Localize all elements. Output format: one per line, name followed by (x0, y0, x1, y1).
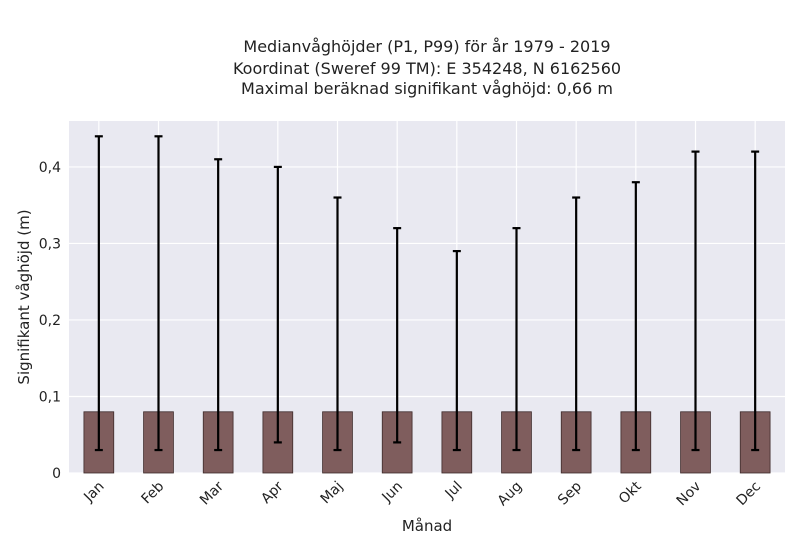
error-bar-jan (94, 135, 103, 452)
x-tick-label: Jan (80, 479, 107, 506)
chart-title-line-1: Medianvåghöjder (P1, P99) för år 1979 - … (243, 37, 610, 56)
x-tick-label: Apr (258, 478, 287, 507)
x-tick-label: Feb (138, 478, 167, 507)
x-tick-label: Jun (379, 479, 406, 506)
error-bar-aug (512, 227, 521, 452)
plot-area (69, 121, 785, 473)
y-tick-label: 0 (52, 466, 61, 482)
y-tick-label: 0,1 (39, 389, 61, 405)
x-tick-label: Dec (734, 479, 764, 509)
y-tick-label: 0,3 (39, 236, 61, 252)
y-axis-label: Signifikant våghöjd (m) (15, 209, 33, 384)
x-tick-label: Okt (616, 478, 645, 507)
x-ticks: Jan Feb Mar Apr Maj Jun Jul Aug Sep Okt Nov Dec (80, 478, 764, 509)
error-bar-jul (452, 249, 461, 452)
x-tick-label: Nov (674, 479, 705, 510)
error-bar-maj (333, 196, 342, 452)
error-bar-feb (154, 135, 163, 452)
error-bar-mar (214, 158, 223, 452)
error-bar-dec (751, 150, 760, 452)
error-bars (94, 135, 760, 452)
x-axis-label: Månad (402, 517, 452, 535)
error-bar-apr (273, 165, 282, 444)
y-tick-label: 0,2 (39, 313, 61, 329)
y-ticks: 0 0,1 0,2 0,3 0,4 (39, 160, 61, 482)
error-bar-sep (572, 196, 581, 452)
x-tick-label: Maj (318, 479, 347, 508)
x-tick-label: Mar (197, 478, 227, 508)
x-tick-label: Sep (555, 478, 585, 508)
error-bar-jun (393, 227, 402, 444)
x-tick-label: Aug (495, 479, 526, 510)
error-bar-okt (631, 181, 640, 452)
error-bar-nov (691, 150, 700, 452)
x-tick-label: Jul (442, 479, 466, 503)
chart-title-line-3: Maximal beräknad signifikant våghöjd: 0,… (241, 79, 613, 98)
y-tick-label: 0,4 (39, 160, 61, 176)
chart-title-line-2: Koordinat (Sweref 99 TM): E 354248, N 61… (233, 59, 621, 78)
